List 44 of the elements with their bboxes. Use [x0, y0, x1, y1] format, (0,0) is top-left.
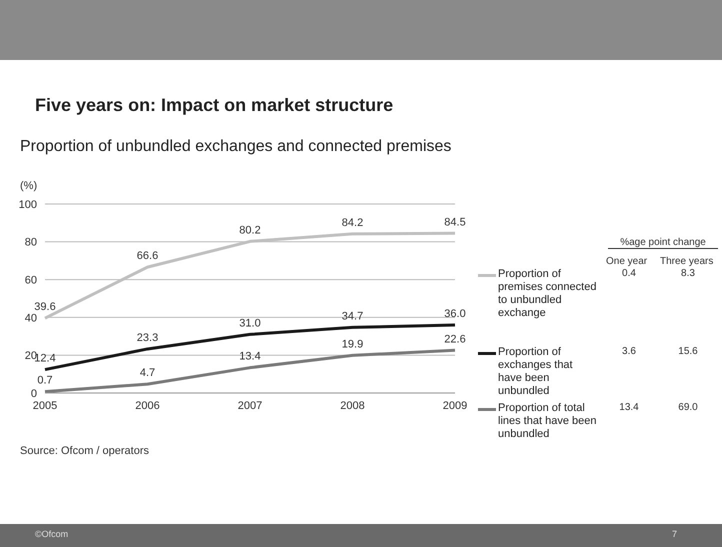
x-tick-label: 2006 — [135, 400, 160, 412]
text: %age point change — [608, 237, 718, 249]
data-label: 23.3 — [136, 332, 158, 344]
x-tick-label: 2008 — [340, 400, 365, 412]
data-label: 66.6 — [136, 250, 158, 262]
legend-label: Proportion of premises connected to unbundled exchange — [498, 268, 598, 320]
y-tick-label: 60 — [24, 274, 37, 287]
text: 7 — [672, 529, 678, 539]
text: 13.4 — [618, 402, 640, 413]
text: Three years — [660, 256, 714, 267]
text: 8.3 — [680, 268, 696, 279]
data-label: 36.0 — [444, 308, 466, 320]
y-tick-label: 40 — [24, 312, 37, 324]
x-tick-label: 2005 — [32, 400, 58, 412]
data-label: 0.7 — [37, 374, 53, 387]
data-label: 80.2 — [239, 224, 261, 236]
x-tick-label: 2009 — [442, 400, 468, 412]
data-label: 34.7 — [342, 310, 364, 322]
data-label: 22.6 — [444, 333, 466, 346]
text: 15.6 — [677, 346, 699, 357]
chart-subtitle: Proportion of unbundled exchanges and connected premises — [20, 138, 452, 156]
x-tick-label: 2007 — [238, 400, 262, 412]
text: 69.0 — [677, 402, 699, 413]
legend-label: Proportion of exchanges that have been unbundled — [498, 346, 574, 398]
data-label: 4.7 — [140, 367, 156, 380]
data-label: 84.2 — [342, 216, 364, 229]
data-label: 31.0 — [239, 317, 261, 330]
text: One year — [606, 256, 648, 267]
text: 0.4 — [621, 268, 637, 279]
y-tick-label: 100 — [18, 198, 37, 211]
data-label: 13.4 — [239, 350, 261, 363]
data-label: 12.4 — [34, 352, 56, 365]
source-note: Source: Ofcom / operators — [20, 445, 149, 457]
text: 3.6 — [621, 346, 637, 357]
data-label: 39.6 — [34, 301, 56, 314]
y-tick-label: 20 — [24, 350, 37, 362]
chart-title: Five years on: Impact on market structure — [35, 95, 394, 116]
y-axis-title: (%) — [20, 180, 38, 192]
y-tick-label: 80 — [24, 236, 37, 249]
text: ©Ofcom — [35, 529, 68, 539]
y-tick-label: 0 — [30, 388, 37, 400]
data-label: 84.5 — [444, 216, 466, 228]
legend-label: Proportion of total lines that have been unbundled — [498, 402, 598, 441]
data-label: 19.9 — [342, 338, 364, 350]
